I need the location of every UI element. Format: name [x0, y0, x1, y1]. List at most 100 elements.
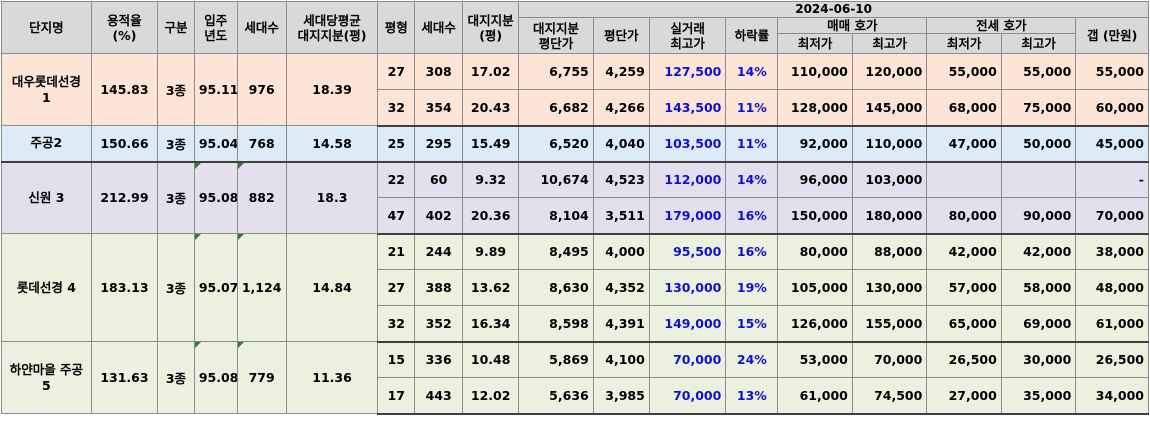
land-price-cell: 6,755 — [518, 53, 594, 90]
sale-max-cell: 120,000 — [851, 53, 928, 90]
land-share-cell: 13.62 — [462, 269, 520, 306]
zone-cell: 3종 — [157, 161, 195, 234]
move-in-year-cell: 95.08 — [193, 161, 238, 234]
unit-households-cell: 60 — [414, 161, 464, 198]
jeonse-max-cell: 69,000 — [1000, 305, 1077, 343]
deal-max-cell: 130,000 — [648, 269, 727, 306]
header-drop: 하락률 — [725, 17, 779, 54]
land-share-cell: 9.32 — [462, 161, 520, 198]
gap-cell: 38,000 — [1075, 233, 1149, 270]
drop-rate-cell: 11% — [725, 125, 779, 163]
header-jeonse-group: 전세 호가 — [926, 17, 1077, 34]
sale-max-cell: 70,000 — [851, 341, 928, 378]
gap-cell: 34,000 — [1075, 377, 1149, 415]
price-per-pyeong-cell: 4,352 — [592, 269, 650, 306]
zone-cell: 3종 — [157, 233, 195, 342]
price-per-pyeong-cell: 4,259 — [592, 53, 650, 90]
price-per-pyeong-cell: 4,040 — [592, 125, 650, 163]
land-share-cell: 20.36 — [462, 197, 520, 235]
households-cell: 768 — [236, 125, 287, 163]
complex-name-cell: 신원 3 — [1, 161, 92, 234]
table-row: 32 354 20.43 6,682 4,266 143,500 11% 128,000 145… — [2, 89, 1149, 127]
sale-min-cell: 105,000 — [777, 269, 853, 306]
land-price-cell: 5,869 — [518, 341, 594, 378]
jeonse-min-cell: 26,500 — [926, 341, 1002, 378]
avg-land-cell: 11.36 — [285, 341, 379, 414]
header-avg-land: 세대당평균 대지지분(평) — [285, 1, 379, 54]
jeonse-max-cell: 35,000 — [1000, 377, 1077, 415]
header-gap: 갭 (만원) — [1075, 17, 1149, 54]
table-row: 17 443 12.02 5,636 3,985 70,000 13% 61,000 74,50… — [2, 377, 1149, 415]
jeonse-min-cell: 27,000 — [926, 377, 1002, 415]
sale-max-cell: 88,000 — [851, 233, 928, 270]
sale-max-cell: 180,000 — [851, 197, 928, 235]
pyeong-cell: 47 — [377, 197, 416, 235]
households-cell: 976 — [236, 53, 287, 126]
header-avg-land-line2: 대지지분(평) — [297, 27, 367, 43]
deal-max-cell: 70,000 — [648, 341, 727, 378]
header-date: 2024-06-10 — [518, 1, 1149, 18]
households-cell: 882 — [236, 161, 287, 234]
far-cell: 150.66 — [90, 125, 159, 163]
sale-min-cell: 110,000 — [777, 53, 853, 90]
sale-min-cell: 126,000 — [777, 305, 853, 343]
move-in-year-cell: 95.07 — [193, 233, 238, 342]
land-share-cell: 20.43 — [462, 89, 520, 127]
pyeong-cell: 15 — [377, 341, 416, 378]
header-jeonse-max: 최고가 — [1000, 33, 1077, 54]
jeonse-max-cell: 58,000 — [1000, 269, 1077, 306]
header-land-price-line2: 평단가 — [538, 35, 574, 51]
table-row: 대우롯데선경 1 145.83 3종 95.11 976 18.39 27 308 17.02 6… — [1, 53, 1149, 126]
far-cell: 131.63 — [90, 341, 159, 414]
price-per-pyeong-cell: 4,391 — [592, 305, 650, 343]
jeonse-min-cell: 55,000 — [926, 53, 1002, 90]
sale-min-cell: 96,000 — [777, 161, 853, 198]
table-row: 신원 3 212.99 3종 95.08 882 18.3 22 60 9.32 10,674 4,… — [1, 161, 1149, 234]
zone-cell: 3종 — [157, 341, 195, 414]
jeonse-max-cell: 90,000 — [1000, 197, 1077, 235]
table-row: 47 402 20.36 8,104 3,511 179,000 16% 150,000 180… — [2, 197, 1149, 235]
land-share-cell: 10.48 — [462, 341, 520, 378]
move-in-year-cell: 95.11 — [193, 53, 238, 126]
drop-rate-cell: 16% — [725, 197, 779, 235]
far-cell: 183.13 — [90, 233, 159, 342]
deal-max-cell: 95,500 — [648, 233, 727, 270]
header-far: 용적율 (%) — [90, 1, 159, 54]
avg-land-cell: 18.3 — [285, 161, 379, 234]
jeonse-max-cell: 55,000 — [1000, 53, 1077, 90]
unit-households-cell: 308 — [414, 53, 464, 90]
sale-min-cell: 128,000 — [777, 89, 853, 127]
sale-max-cell: 110,000 — [851, 125, 928, 163]
jeonse-max-cell: 42,000 — [1000, 233, 1077, 270]
price-per-pyeong-cell: 4,000 — [592, 233, 650, 270]
header-move-in-line2: 년도 — [204, 27, 228, 43]
sale-max-cell: 103,000 — [851, 161, 928, 198]
unit-households-cell: 388 — [414, 269, 464, 306]
unit-households-cell: 352 — [414, 305, 464, 343]
avg-land-cell: 18.39 — [285, 53, 379, 126]
header-pyeong: 평형 — [377, 1, 416, 54]
drop-rate-cell: 15% — [725, 305, 779, 343]
land-price-cell: 8,104 — [518, 197, 594, 235]
jeonse-min-cell — [926, 161, 1002, 198]
table-row: 하얀마을 주공5 131.63 3종 95.08 779 11.36 15 336 10.48 5… — [1, 341, 1149, 414]
sale-max-cell: 130,000 — [851, 269, 928, 306]
complex-name-cell: 주공2 — [1, 125, 92, 163]
land-price-cell: 8,495 — [518, 233, 594, 270]
gap-cell: 45,000 — [1075, 125, 1149, 163]
pyeong-cell: 27 — [377, 269, 416, 306]
land-share-cell: 9.89 — [462, 233, 520, 270]
header-move-in-line1: 입주 — [204, 12, 228, 28]
sale-max-cell: 74,500 — [851, 377, 928, 415]
drop-rate-cell: 24% — [725, 341, 779, 378]
complex-name-cell: 롯데선경 4 — [1, 233, 92, 342]
header-far-line2: (%) — [112, 27, 137, 43]
table-row: 27 388 13.62 8,630 4,352 130,000 19% 105,000 130… — [2, 269, 1149, 306]
gap-cell: - — [1075, 161, 1149, 198]
unit-households-cell: 244 — [414, 233, 464, 270]
drop-rate-cell: 14% — [725, 53, 779, 90]
deal-max-cell: 70,000 — [648, 377, 727, 415]
unit-households-cell: 443 — [414, 377, 464, 415]
apartment-price-table: 단지명 용적율 (%) 구분 입주 년도 세대수 세대당평균 대지지분(평) 평형 세… — [1, 1, 1149, 415]
sale-min-cell: 150,000 — [777, 197, 853, 235]
